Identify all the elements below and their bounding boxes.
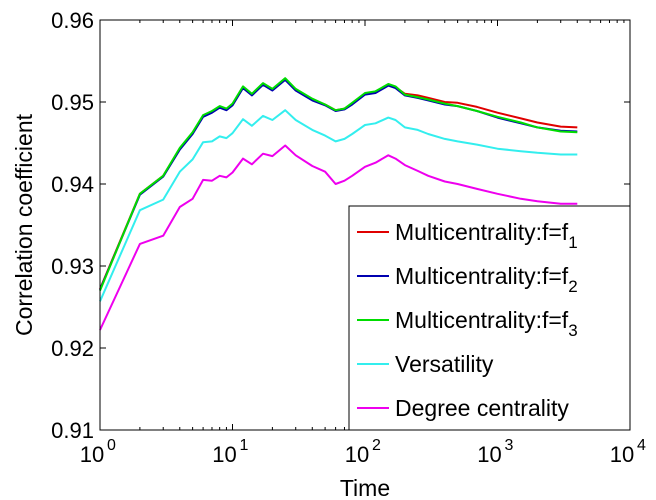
y-tick-label: 0.93 [51, 254, 94, 279]
x-tick-label: 10 [477, 442, 501, 467]
y-tick-label: 0.96 [51, 8, 94, 33]
y-tick-label: 0.92 [51, 336, 94, 361]
series-line-4 [99, 109, 578, 302]
series-line-3 [99, 77, 578, 291]
x-tick-label: 10 [345, 442, 369, 467]
legend-subscript: 1 [568, 233, 577, 252]
series-line-5 [99, 144, 578, 331]
x-tick-exponent: 0 [107, 437, 116, 454]
x-tick-label: 10 [610, 442, 634, 467]
x-tick-label: 10 [212, 442, 236, 467]
x-tick-exponent: 1 [240, 437, 249, 454]
legend: Multicentrality:f=f1Multicentrality:f=f2… [348, 205, 631, 431]
x-tick-exponent: 3 [505, 437, 514, 454]
series-lines [99, 77, 578, 331]
y-tick-label: 0.91 [51, 418, 94, 443]
y-axis-label: Correlation coefficient [11, 113, 37, 336]
x-axis-ticks: 10 0 10 1 10 2 10 3 10 4 [80, 20, 646, 467]
x-tick-label: 10 [80, 442, 104, 467]
legend-label: Degree centrality [395, 395, 569, 421]
y-axis-ticks: 0.91 0.92 0.93 0.94 0.95 0.96 [51, 8, 630, 443]
y-tick-label: 0.95 [51, 90, 94, 115]
legend-box [348, 205, 631, 431]
x-tick-exponent: 2 [372, 437, 381, 454]
x-axis-label: Time [340, 475, 390, 500]
x-tick-exponent: 4 [637, 437, 646, 454]
legend-label: Versatility [395, 351, 494, 377]
legend-subscript: 3 [568, 321, 577, 340]
legend-subscript: 2 [568, 277, 577, 296]
y-tick-label: 0.94 [51, 172, 94, 197]
